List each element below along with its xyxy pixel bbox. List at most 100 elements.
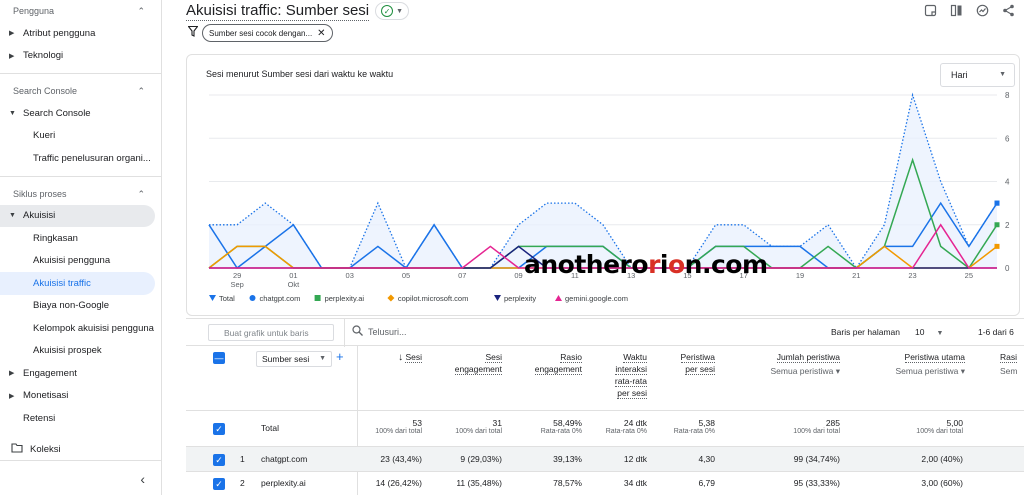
compare-icon[interactable] (948, 2, 964, 18)
column-header-sesi[interactable]: ↓ Sesi (398, 352, 422, 363)
sidebar-item-label: Akuisisi (23, 210, 56, 222)
x-tick-label: 29 (233, 271, 241, 280)
sidebar-item-akuisisi-traffic[interactable]: Akuisisi traffic (0, 272, 155, 295)
legend-label: perplexity (504, 294, 536, 303)
watermark-part: o (667, 250, 685, 279)
column-header-sesi-engagement[interactable]: Sesi engagement (452, 351, 502, 375)
legend-label: copilot.microsoft.com (398, 294, 468, 303)
sidebar-item-monetisasi[interactable]: ▶ Monetisasi (0, 385, 161, 408)
sidebar-item-koleksi[interactable]: Koleksi (0, 436, 161, 464)
column-sub-label[interactable]: Semua peristiwa ▾ (770, 366, 840, 376)
column-header-jumlah-peristiwa[interactable]: Jumlah peristiwa Semua peristiwa ▾ (736, 351, 840, 377)
sidebar-item-kelompok-akuisisi[interactable]: Kelompok akuisisi pengguna (0, 317, 161, 340)
sidebar-item-label: Akuisisi prospek (33, 345, 102, 357)
table-row[interactable]: ✓ 1 chatgpt.com 23 (43,4%) 9 (29,03%) 39… (186, 446, 1024, 471)
cell-value: 24 dtk (623, 418, 647, 428)
column-header-peristiwa-per-sesi[interactable]: Peristiwa per sesi (666, 351, 715, 375)
sidebar-item-engagement[interactable]: ▶ Engagement (0, 362, 161, 385)
add-dimension-button[interactable]: + (336, 349, 344, 364)
sidebar-item-akuisisi-pengguna[interactable]: Akuisisi pengguna (0, 250, 161, 273)
x-tick-label: 01 (289, 271, 297, 280)
sidebar-item-biaya-non-google[interactable]: Biaya non-Google (0, 295, 161, 318)
edit-report-icon[interactable] (922, 2, 938, 18)
cell-value: 4,30 (698, 454, 715, 464)
dimension-label: Sumber sesi (262, 354, 310, 364)
chevron-up-icon[interactable]: ⌃ (137, 188, 145, 199)
section-header-siklus-proses[interactable]: Siklus proses ⌃ (0, 183, 161, 205)
search-icon (352, 325, 363, 338)
rows-per-page-select[interactable]: 10 ▼ (915, 327, 943, 337)
series-end-marker (994, 200, 1000, 206)
chevron-up-icon[interactable]: ⌃ (137, 86, 145, 96)
column-label: Peristiwa per sesi (680, 352, 715, 375)
column-header-peristiwa-utama[interactable]: Peristiwa utama Semua peristiwa ▾ (858, 351, 965, 377)
close-icon[interactable]: ✕ (317, 27, 326, 39)
section-label: Siklus proses (13, 188, 67, 199)
legend-marker (314, 295, 321, 301)
sidebar-group-search-console[interactable]: ▼ Search Console (0, 102, 161, 125)
total-cell-rasio: 58,49% Rata-rata 0% (512, 418, 582, 435)
sidebar-item-retensi[interactable]: Retensi (0, 407, 161, 430)
filter-chip[interactable]: Sumber sesi cocok dengan... ✕ (202, 24, 333, 42)
row-checkbox[interactable]: ✓ (213, 478, 225, 490)
sidebar-item-traffic-organik[interactable]: Traffic penelusuran organi... (0, 147, 161, 170)
sidebar-item-ringkasan[interactable]: Ringkasan (0, 227, 161, 250)
series-line-gemini.google.com (209, 223, 997, 269)
select-all-checkbox[interactable]: — (213, 352, 225, 364)
sidebar-item-label: Koleksi (30, 444, 61, 455)
total-cell-sesi-engagement: 31 100% dari total (432, 418, 502, 435)
sidebar-item-label: Retensi (23, 412, 56, 424)
column-label: Sesi engagement (454, 352, 502, 375)
sidebar-item-label: Biaya non-Google (33, 300, 110, 312)
row-checkbox[interactable]: ✓ (213, 454, 225, 466)
column-label: Peristiwa utama (904, 352, 965, 363)
column-header-rasio[interactable]: Rasi Sem (986, 351, 1024, 377)
section-header-pengguna[interactable]: Pengguna ⌃ (0, 0, 161, 22)
sidebar-nav: Pengguna ⌃ ▶ Atribut pengguna ▶ Teknologi … (0, 0, 162, 495)
total-cell-waktu: 24 dtk Rata-rata 0% (587, 418, 647, 435)
row-index: 2 (240, 478, 245, 488)
sidebar-item-label: Atribut pengguna (23, 27, 96, 39)
rows-per-page-value: 10 (915, 327, 925, 337)
sidebar-item-kueri[interactable]: Kueri (0, 125, 161, 148)
sidebar-item-teknologi[interactable]: ▶ Teknologi (0, 45, 161, 68)
section-header-search-console[interactable]: Search Console ⌃ (0, 80, 161, 102)
series-area-Total (209, 95, 997, 268)
data-table: Buat grafik untuk baris Telusuri... Bari… (186, 318, 1024, 495)
build-chart-input[interactable]: Buat grafik untuk baris (208, 324, 334, 341)
sidebar-item-label: Teknologi (23, 50, 64, 62)
row-checkbox[interactable]: ✓ (213, 423, 225, 435)
page-title[interactable]: Akuisisi traffic: Sumber sesi (186, 1, 370, 21)
table-row[interactable]: ✓ 2 perplexity.ai 14 (26,42%) 11 (35,48%… (186, 471, 1024, 495)
report-status-dropdown[interactable]: ✓ ▼ (375, 2, 410, 20)
row-source: chatgpt.com (261, 454, 308, 464)
search-input[interactable]: Telusuri... (352, 325, 407, 338)
sidebar-item-atribut[interactable]: ▶ Atribut pengguna (0, 22, 161, 45)
dimension-select[interactable]: Sumber sesi ▼ (256, 351, 332, 367)
chevron-up-icon[interactable]: ⌃ (137, 6, 145, 16)
series-line-Total (209, 92, 998, 270)
filter-icon[interactable] (187, 25, 199, 40)
row-source: perplexity.ai (261, 478, 306, 488)
cell-value: 23 (43,4%) (380, 454, 422, 464)
column-header-waktu-interaksi[interactable]: Waktu interaksi rata-rata per sesi (602, 351, 647, 399)
chevron-down-icon: ▼ (396, 7, 404, 15)
section-label: Pengguna (13, 6, 55, 16)
section-label: Search Console (13, 86, 78, 96)
column-header-rasio-engagement[interactable]: Rasio engagement (522, 351, 582, 375)
caret-down-icon: ▼ (9, 212, 16, 220)
rows-per-page-label: Baris per halaman (831, 327, 900, 337)
column-divider (357, 346, 358, 495)
granularity-select[interactable]: Hari ▼ (940, 63, 1015, 87)
sidebar-item-label: Ringkasan (33, 232, 78, 244)
sidebar-item-akuisisi-prospek[interactable]: Akuisisi prospek (0, 340, 161, 363)
insights-icon[interactable] (974, 2, 990, 18)
column-sub-label[interactable]: Semua peristiwa ▾ (895, 366, 965, 376)
build-chart-placeholder: Buat grafik untuk baris (224, 327, 309, 338)
sidebar-group-akuisisi[interactable]: ▼ Akuisisi (0, 204, 155, 227)
collapse-sidebar-icon[interactable]: ‹ (140, 471, 145, 487)
cell-sub: Rata-rata 0% (540, 428, 582, 435)
legend-marker (387, 294, 395, 302)
share-icon[interactable] (1000, 2, 1016, 18)
